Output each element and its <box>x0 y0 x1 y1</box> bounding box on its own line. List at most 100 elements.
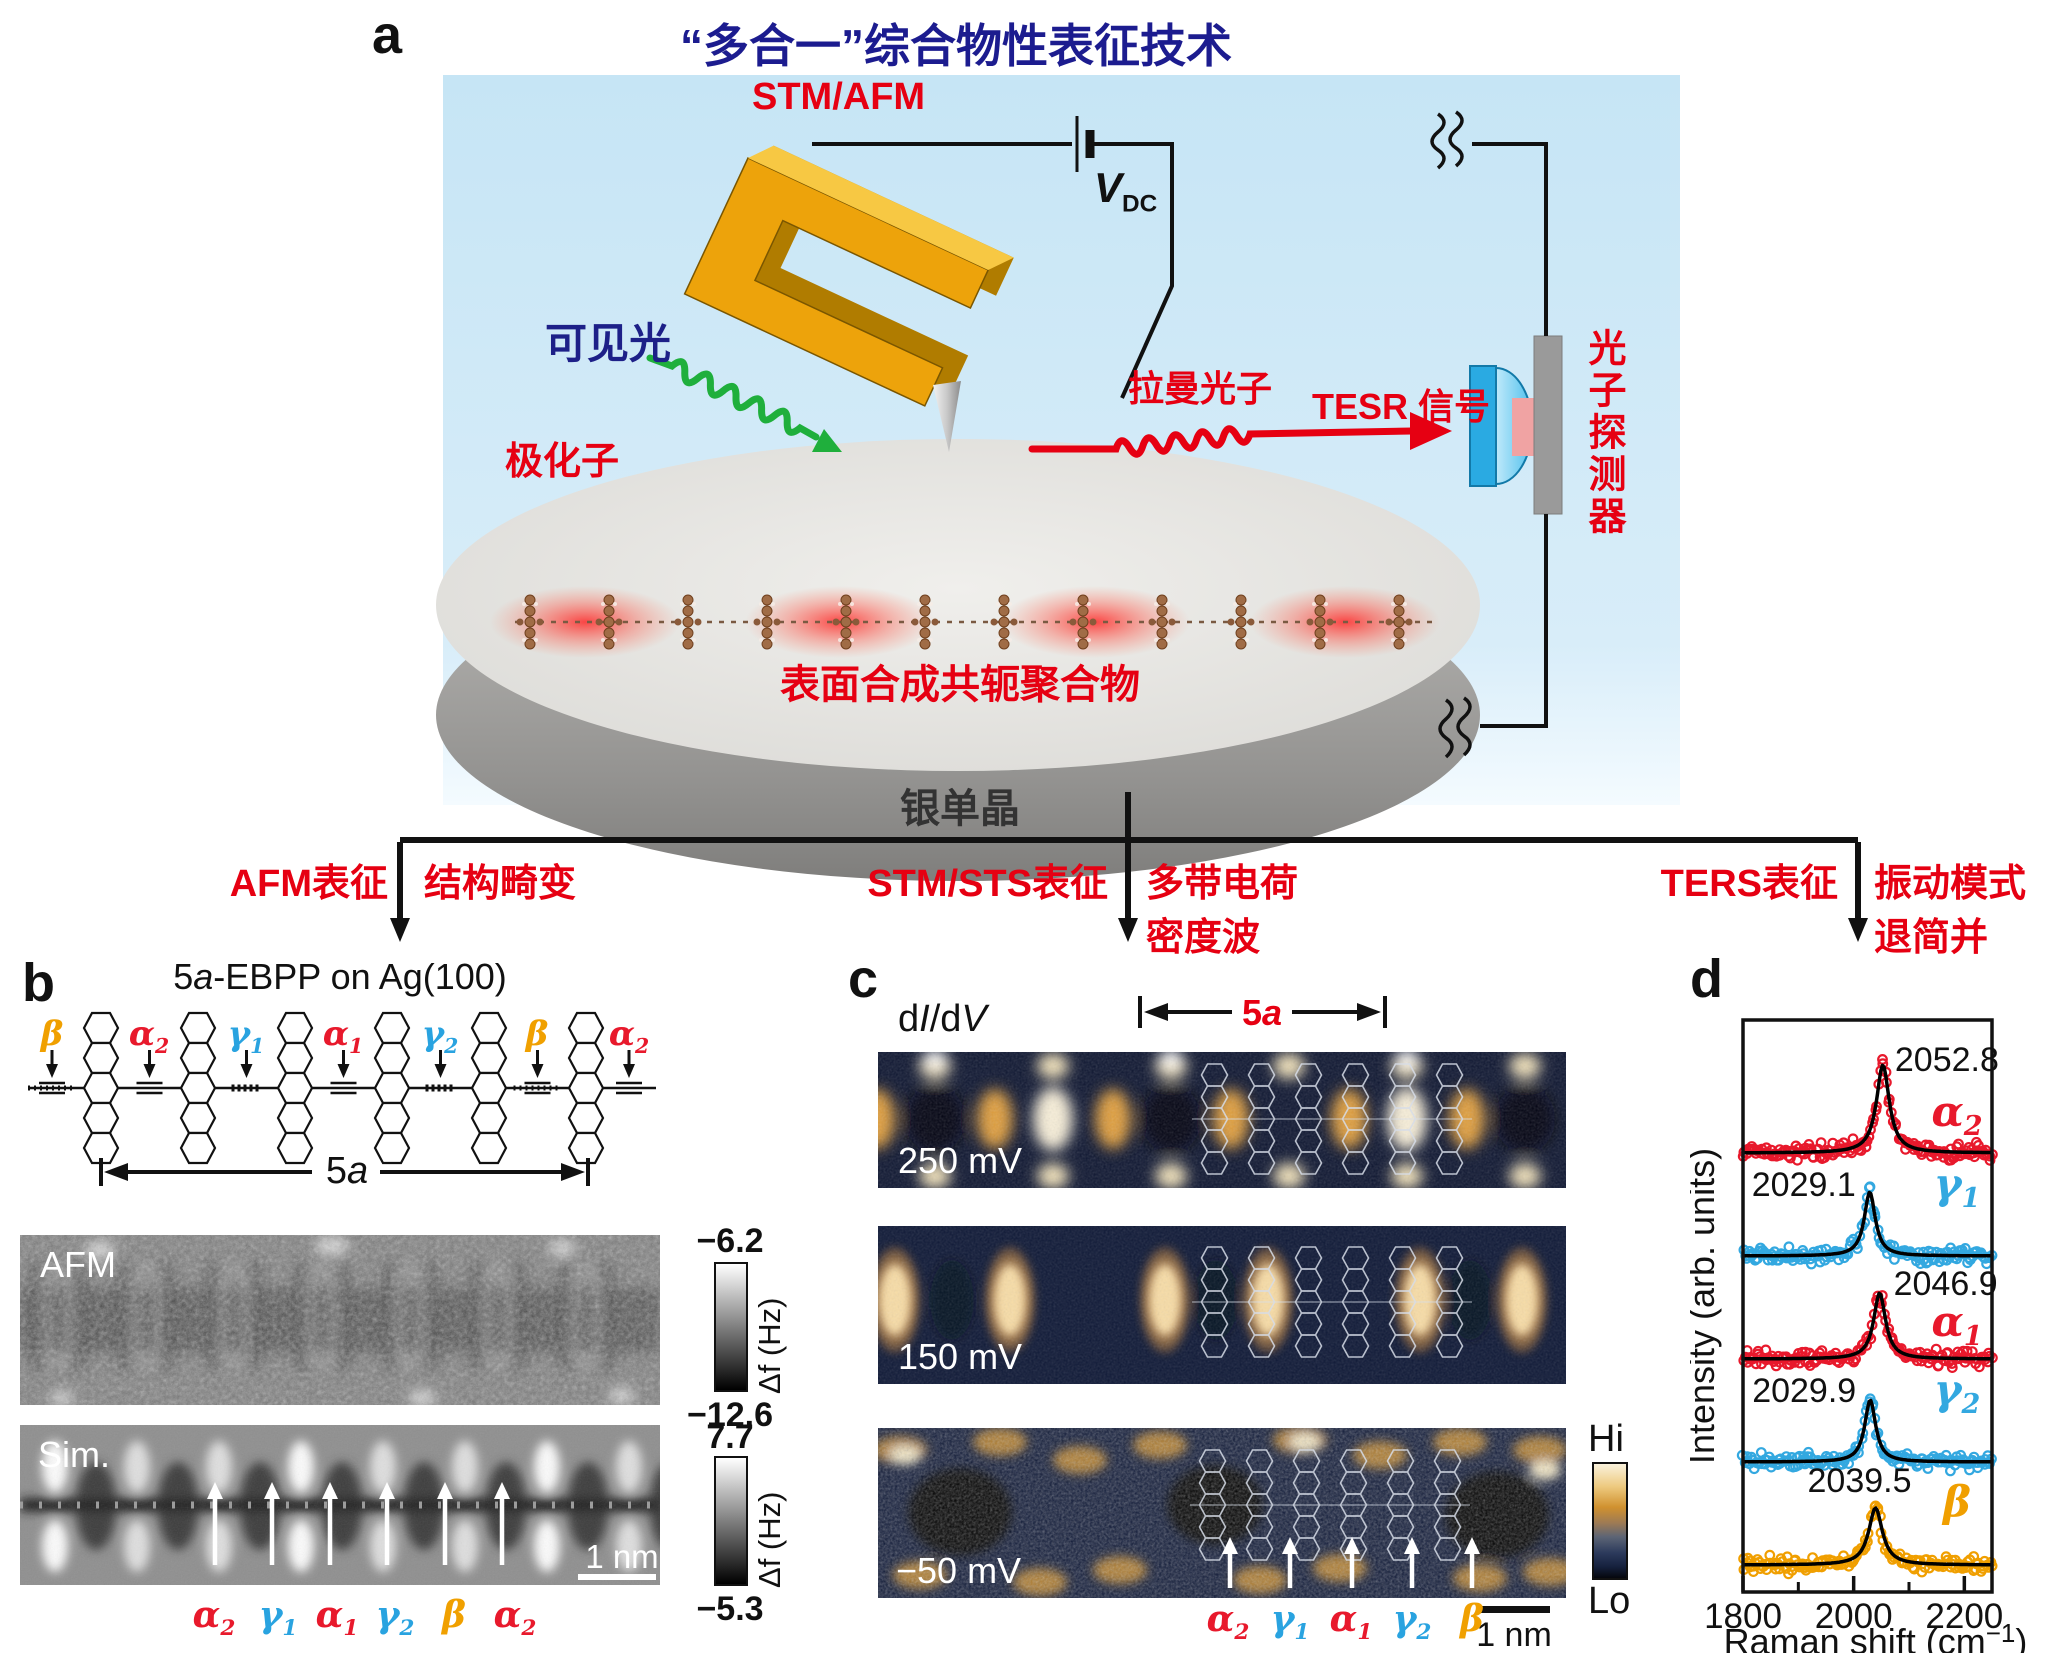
hi-lo-colorbar <box>1592 1462 1628 1580</box>
mode-b-gamma1: γ1 <box>258 1594 298 1642</box>
visible-light-wave <box>646 354 820 441</box>
stm-map-250mv <box>878 1052 1566 1188</box>
svg-text:2039.5: 2039.5 <box>1808 1462 1912 1500</box>
tuning-fork-sensor <box>683 145 1014 452</box>
tesr-arrowhead <box>1410 412 1452 450</box>
photon-detector-label: 光子探测器 <box>1582 328 1624 538</box>
panel-d-letter: d <box>1690 949 1723 1009</box>
dimension-arrow-b <box>99 1158 590 1186</box>
branch-ters-method: TERS表征 <box>1660 863 1838 905</box>
sim-colorbar <box>714 1456 748 1586</box>
figure-title: “多合一”综合物性表征技术 <box>680 20 1232 72</box>
detector-wiring <box>1430 110 1548 759</box>
mode-c-gamma1: γ1 <box>1270 1598 1310 1646</box>
sim-scalebar-label: 1 nm <box>585 1538 659 1575</box>
bias-circuit <box>812 116 1174 399</box>
silver-crystal-disc <box>436 439 1480 881</box>
branch-sts-method: STM/STS表征 <box>867 863 1108 905</box>
svg-text:2029.1: 2029.1 <box>1752 1166 1856 1204</box>
branch-ters-result-2: 退简并 <box>1874 917 1989 959</box>
sim-scalebar <box>578 1574 656 1580</box>
bias-label-150mv: 150 mV <box>898 1336 1023 1377</box>
afm-scale-unit: Δf (Hz) <box>752 1297 787 1394</box>
svg-text:Intensity (arb. units): Intensity (arb. units) <box>1690 1148 1722 1464</box>
colorbar-hi-label: Hi <box>1588 1418 1624 1460</box>
branch-ters-result-1: 振动模式 <box>1874 863 2027 905</box>
mode-b-alpha1: α1 <box>315 1594 359 1642</box>
raman-photon-label: 拉曼光子 <box>1128 368 1273 409</box>
svg-text:Raman shift (cm−1): Raman shift (cm−1) <box>1724 1618 2028 1653</box>
panel-c-letter: c <box>848 949 879 1009</box>
colorbar-lo-label: Lo <box>1588 1580 1631 1622</box>
chemical-structure <box>28 1011 656 1165</box>
didv-label: dI/dV <box>898 998 987 1040</box>
mode-c-alpha2: α2 <box>1206 1598 1250 1646</box>
polymer-label: 表面合成共轭聚合物 <box>780 663 1140 707</box>
branch-afm-method: AFM表征 <box>229 863 388 905</box>
visible-light-arrowhead <box>812 429 842 452</box>
stm-map-150mv <box>878 1226 1566 1384</box>
svg-text:2046.9: 2046.9 <box>1894 1265 1998 1303</box>
span-label-c: 5a <box>1241 992 1283 1033</box>
svg-text:α2: α2 <box>1931 1087 1982 1142</box>
polymer-chain <box>515 594 1435 650</box>
svg-text:1800: 1800 <box>1704 1597 1782 1636</box>
afm-image <box>20 1235 660 1405</box>
mode-c-beta: β <box>1460 1598 1484 1640</box>
dimension-arrow-c <box>1138 996 1387 1028</box>
afm-colorbar <box>714 1262 748 1392</box>
branch-afm-result: 结构畸变 <box>424 863 577 905</box>
raman-signal-wave <box>1028 425 1416 458</box>
silver-crystal-label: 银单晶 <box>900 787 1020 831</box>
bond-label-alpha1: α1 <box>322 1014 364 1058</box>
svg-text:β: β <box>1941 1477 1971 1526</box>
photon-detector-assembly <box>1469 335 1563 515</box>
mode-b-alpha2: α2 <box>192 1594 236 1642</box>
branch-sts-result-2: 密度波 <box>1146 917 1261 959</box>
flow-arrows <box>390 792 1868 942</box>
stm-afm-label: STM/AFM <box>752 76 926 118</box>
bond-label-gamma2: γ2 <box>421 1014 459 1058</box>
mode-b-alpha2-2: α2 <box>493 1594 537 1642</box>
tesr-signal-label: TESR 信号 <box>1312 386 1491 427</box>
svg-text:2000: 2000 <box>1815 1597 1893 1636</box>
sim-scale-bottom: −5.3 <box>696 1590 764 1628</box>
span-label-b: 5a <box>325 1150 369 1192</box>
svg-text:2052.8: 2052.8 <box>1895 1041 1999 1079</box>
svg-text:2200: 2200 <box>1925 1597 2003 1636</box>
bias-label-250mv: 250 mV <box>898 1140 1023 1181</box>
afm-image-label: AFM <box>40 1244 116 1285</box>
mode-b-gamma2: γ2 <box>375 1594 415 1642</box>
visible-light-label: 可见光 <box>545 320 672 367</box>
stm-scalebar <box>1478 1606 1550 1613</box>
svg-text:2029.9: 2029.9 <box>1752 1372 1856 1410</box>
bond-label-alpha2-1: α2 <box>128 1014 170 1058</box>
sim-image-label: Sim. <box>38 1434 110 1475</box>
bond-label-alpha2-2: α2 <box>608 1014 650 1058</box>
bias-label-minus50mv: −50 mV <box>896 1550 1022 1591</box>
stm-tip <box>933 381 961 452</box>
bond-label-gamma1: γ1 <box>227 1014 265 1058</box>
bond-label-beta-1: β <box>40 1014 64 1054</box>
mode-c-alpha1: α1 <box>1329 1598 1373 1646</box>
sim-scale-top: 7.7 <box>706 1418 754 1456</box>
polaron-label: 极化子 <box>505 441 620 483</box>
panel-a-letter: a <box>372 5 403 65</box>
stm-map-minus50mv <box>878 1428 1566 1598</box>
panel-b-title: 5a-EBPP on Ag(100) <box>173 956 507 997</box>
branch-sts-result-1: 多带电荷 <box>1146 863 1299 905</box>
mode-c-gamma2: γ2 <box>1392 1598 1432 1646</box>
afm-scale-bottom: −12.6 <box>686 1396 774 1434</box>
sim-image <box>20 1425 660 1585</box>
svg-text:γ2: γ2 <box>1934 1365 1981 1420</box>
svg-text:α1: α1 <box>1931 1297 1982 1352</box>
afm-scale-top: −6.2 <box>696 1222 764 1260</box>
mode-b-beta: β <box>442 1594 466 1636</box>
sim-scale-unit: Δf (Hz) <box>752 1491 787 1588</box>
stm-scalebar-label: 1 nm <box>1476 1616 1552 1654</box>
panel-b-letter: b <box>22 953 55 1013</box>
bias-voltage-label: VDC <box>1094 164 1158 218</box>
